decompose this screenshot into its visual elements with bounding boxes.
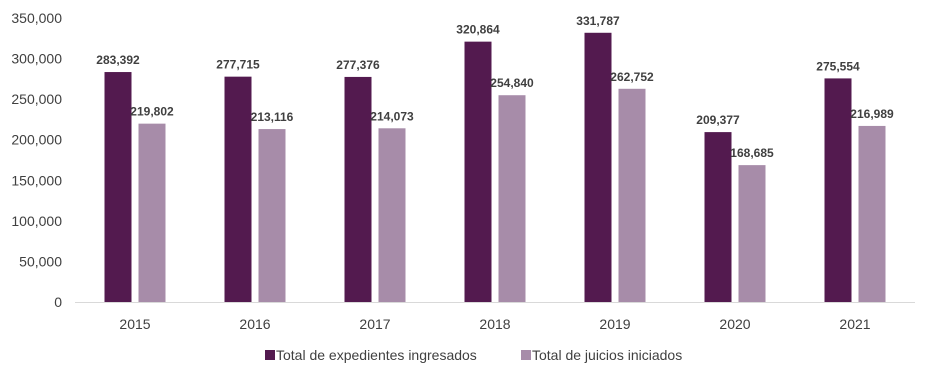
bar-expedientes-2016 xyxy=(224,76,252,302)
y-tick-label: 350,000 xyxy=(11,10,62,26)
bar-expedientes-2015 xyxy=(104,72,132,302)
data-label: 277,715 xyxy=(216,58,260,72)
bar-expedientes-2019 xyxy=(584,32,612,302)
bar-juicios-2016 xyxy=(258,129,286,302)
legend-label: Total de juicios iniciados xyxy=(532,347,682,363)
data-label: 277,376 xyxy=(336,58,380,72)
data-label: 275,554 xyxy=(816,59,860,73)
x-tick-label: 2018 xyxy=(479,316,510,332)
bar-juicios-2020 xyxy=(738,165,766,302)
y-tick-label: 50,000 xyxy=(19,253,62,269)
bar-juicios-2019 xyxy=(618,88,646,302)
legend-swatch xyxy=(265,350,275,360)
data-label: 331,787 xyxy=(576,14,620,28)
data-label: 216,989 xyxy=(850,107,894,121)
y-tick-label: 250,000 xyxy=(11,91,62,107)
legend-swatch xyxy=(521,350,531,360)
data-label: 219,802 xyxy=(130,105,174,119)
bar-expedientes-2021 xyxy=(824,78,852,302)
data-label: 168,685 xyxy=(730,146,774,160)
bar-juicios-2018 xyxy=(498,95,526,302)
x-tick-label: 2015 xyxy=(119,316,150,332)
data-label: 283,392 xyxy=(96,53,140,67)
y-tick-label: 0 xyxy=(54,294,62,310)
bar-expedientes-2017 xyxy=(344,76,372,302)
data-label: 262,752 xyxy=(610,70,654,84)
y-tick-label: 100,000 xyxy=(11,213,62,229)
x-tick-label: 2017 xyxy=(359,316,390,332)
x-tick-label: 2021 xyxy=(839,316,870,332)
bar-expedientes-2020 xyxy=(704,132,732,302)
data-label: 213,116 xyxy=(251,110,294,124)
y-tick-label: 150,000 xyxy=(11,172,62,188)
x-tick-label: 2016 xyxy=(239,316,270,332)
x-tick-label: 2019 xyxy=(599,316,630,332)
bar-juicios-2015 xyxy=(138,123,166,302)
y-tick-label: 300,000 xyxy=(11,51,62,67)
bar-juicios-2017 xyxy=(378,128,406,302)
x-tick-label: 2020 xyxy=(719,316,750,332)
data-label: 320,864 xyxy=(456,23,500,37)
legend-label: Total de expedientes ingresados xyxy=(276,347,477,363)
bar-juicios-2021 xyxy=(858,125,886,302)
bar-expedientes-2018 xyxy=(464,41,492,302)
data-label: 209,377 xyxy=(696,113,740,127)
y-tick-label: 200,000 xyxy=(11,132,62,148)
data-label: 214,073 xyxy=(370,109,414,123)
data-label: 254,840 xyxy=(490,76,534,90)
